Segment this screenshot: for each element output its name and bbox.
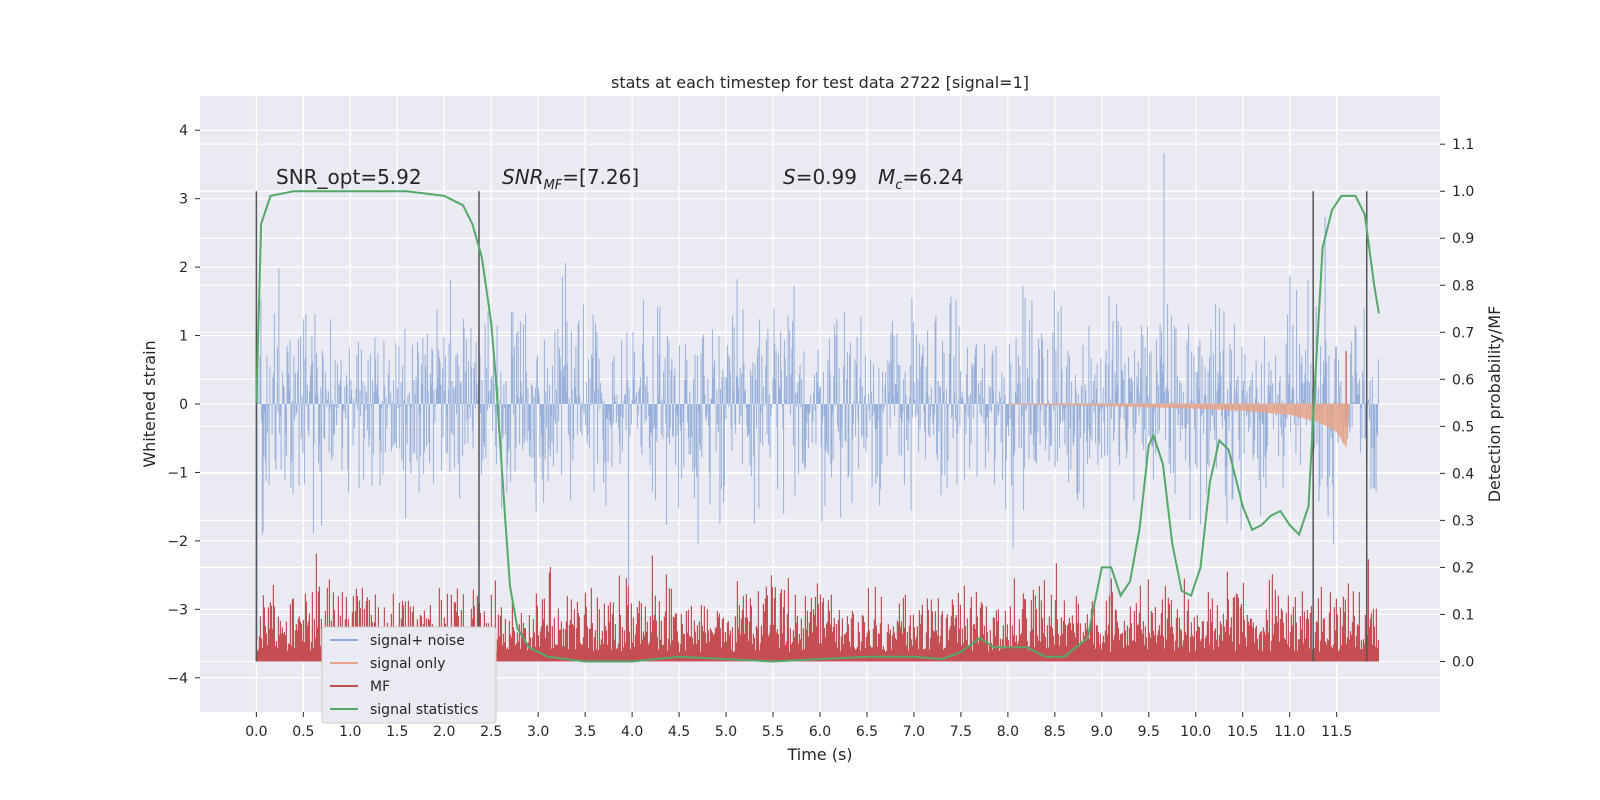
- signal-statistics-series: [255, 190, 1380, 663]
- y-tick-label: 0: [179, 397, 188, 413]
- y2-tick-label: 0.9: [1452, 231, 1474, 247]
- y2-tick-label: 0.2: [1452, 560, 1474, 576]
- y-tick-label: −3: [167, 602, 188, 618]
- x-tick-label: 11.5: [1321, 724, 1352, 740]
- x-tick-label: 4.5: [668, 724, 690, 740]
- y2-tick-label: 0.0: [1452, 654, 1474, 670]
- y2-tick-label: 0.6: [1452, 372, 1474, 388]
- x-tick-label: 2.0: [433, 724, 455, 740]
- y2-tick-label: 1.1: [1452, 137, 1474, 153]
- y-axis-ticks: 4 3 2 1 0 −1 −2 −3 −4: [167, 123, 200, 687]
- x-tick-label: 1.0: [339, 724, 361, 740]
- x-tick-label: 5.5: [762, 724, 784, 740]
- y2-tick-label: 0.7: [1452, 325, 1474, 341]
- y2-tick-label: 0.3: [1452, 513, 1474, 529]
- annotation-mc-sub: c: [895, 178, 902, 193]
- x-tick-label: 2.5: [480, 724, 502, 740]
- y2-tick-label: 0.8: [1452, 278, 1474, 294]
- annotation-s-main: S: [783, 165, 796, 189]
- x-tick-label: 9.5: [1138, 724, 1160, 740]
- chart-title: stats at each timestep for test data 272…: [611, 73, 1029, 92]
- legend-label-signal-noise: signal+ noise: [370, 633, 465, 649]
- annotation-snr-mf: SNRMF=[7.26]: [502, 165, 639, 193]
- x-tick-label: 5.0: [715, 724, 737, 740]
- x-tick-label: 6.5: [856, 724, 878, 740]
- annotation-mc-main: M: [878, 165, 895, 189]
- vertical-markers: [255, 191, 1368, 662]
- legend: signal+ noise signal only MF signal stat…: [321, 626, 497, 724]
- annotation-snr-opt: SNR_opt=5.92: [276, 165, 422, 189]
- y-axis-label: Whitened strain: [140, 340, 159, 467]
- y2-tick-label: 0.1: [1452, 607, 1474, 623]
- y-tick-label: 3: [179, 192, 188, 208]
- x-tick-label: 4.0: [621, 724, 643, 740]
- legend-label-mf: MF: [370, 679, 390, 695]
- x-tick-label: 11.0: [1274, 724, 1305, 740]
- y2-tick-label: 0.5: [1452, 419, 1474, 435]
- x-tick-label: 8.5: [1044, 724, 1066, 740]
- x-tick-label: 7.5: [950, 724, 972, 740]
- signal-only-series: [1007, 403, 1350, 448]
- legend-label-signal-statistics: signal statistics: [370, 702, 478, 718]
- y2-axis-ticks: 1.1 1.0 0.9 0.8 0.7 0.6 0.5 0.4 0.3 0.2 0.1 0.0: [1440, 137, 1474, 670]
- x-tick-label: 10.0: [1180, 724, 1211, 740]
- y-tick-label: 4: [179, 123, 188, 139]
- x-tick-label: 6.0: [809, 724, 831, 740]
- x-tick-label: 3.0: [527, 724, 549, 740]
- y-tick-label: 2: [179, 260, 188, 276]
- annotation-s-tail: =0.99: [796, 165, 857, 189]
- y-tick-label: −4: [167, 671, 188, 687]
- annotation-s: S=0.99: [783, 165, 857, 189]
- x-tick-label: 10.5: [1227, 724, 1258, 740]
- legend-box: [321, 626, 497, 724]
- signal-statistics-trace: [255, 190, 1380, 663]
- y2-tick-label: 1.0: [1452, 184, 1474, 200]
- annotation-snr-mf-main: SNR: [502, 165, 544, 189]
- legend-label-signal-only: signal only: [370, 656, 445, 672]
- x-axis-label: Time (s): [786, 745, 852, 764]
- annotation-snr-mf-sub: MF: [544, 178, 563, 193]
- annotation-snr-mf-tail: =[7.26]: [562, 165, 639, 189]
- y-tick-label: 1: [179, 329, 188, 345]
- signal-only-trace: [1007, 403, 1350, 448]
- x-tick-label: 7.0: [903, 724, 925, 740]
- x-tick-label: 8.0: [997, 724, 1019, 740]
- x-axis-ticks: 0.0 0.5 1.0 1.5 2.0 2.5 3.0 3.5 4.0 4.5 5.0 5.5 6.0 6…: [245, 712, 1352, 740]
- x-tick-label: 3.5: [574, 724, 596, 740]
- annotation-mc: Mc=6.24: [878, 165, 964, 193]
- x-tick-label: 1.5: [386, 724, 408, 740]
- y-tick-label: −2: [167, 534, 188, 550]
- y-tick-label: −1: [167, 465, 188, 481]
- y2-axis-label: Detection probability/MF: [1485, 306, 1504, 503]
- annotation-mc-tail: =6.24: [902, 165, 963, 189]
- x-tick-label: 0.0: [245, 724, 267, 740]
- x-tick-label: 0.5: [292, 724, 314, 740]
- y2-tick-label: 0.4: [1452, 466, 1474, 482]
- x-tick-label: 9.0: [1091, 724, 1113, 740]
